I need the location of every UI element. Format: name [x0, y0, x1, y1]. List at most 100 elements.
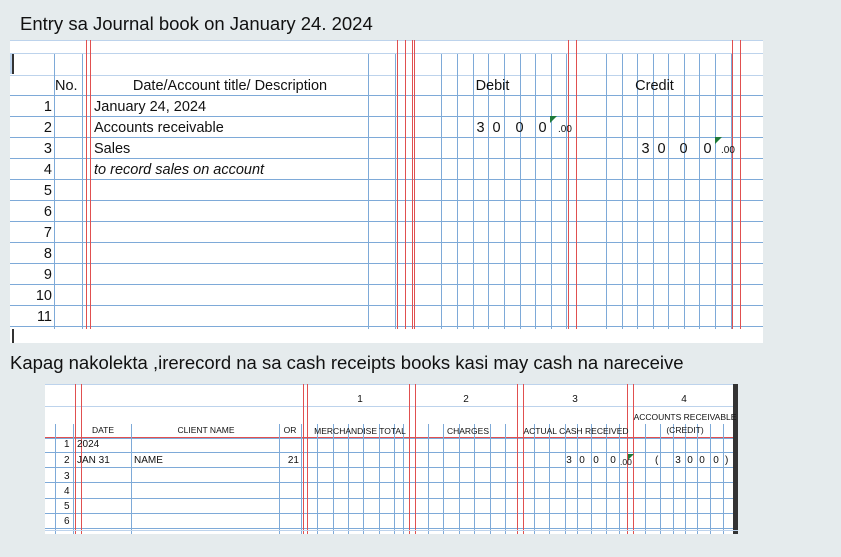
grid-line — [443, 424, 444, 534]
header-date: DATE — [91, 425, 115, 435]
grid-line — [731, 54, 732, 329]
grid-line — [45, 384, 738, 385]
grid-line — [12, 329, 14, 343]
journal-row-number: 9 — [43, 267, 52, 283]
credit-digit: 0 — [703, 141, 712, 157]
grid-line — [10, 242, 763, 243]
journal-header-credit: Credit — [635, 78, 674, 94]
debit-digit: 0 — [538, 120, 547, 136]
grid-line — [577, 424, 578, 534]
grid-line — [660, 424, 661, 534]
grid-line — [279, 424, 280, 534]
grid-line — [10, 305, 763, 306]
grid-line — [619, 424, 620, 534]
debit-digit: 0 — [515, 120, 524, 136]
grid-line — [45, 452, 738, 453]
row2-or: 21 — [287, 455, 299, 466]
grid-line — [10, 179, 763, 180]
grid-line — [576, 40, 577, 329]
row-number-5: 5 — [64, 501, 70, 512]
cell-error-marker-icon — [715, 137, 722, 144]
grid-line — [10, 284, 763, 285]
grid-line — [405, 40, 406, 329]
grid-line — [45, 497, 738, 499]
grid-line — [10, 158, 763, 159]
grid-line — [12, 54, 14, 74]
grid-line — [740, 40, 741, 329]
grid-line — [10, 221, 763, 222]
grid-line — [395, 54, 396, 329]
grid-line — [715, 54, 716, 329]
grid-line — [317, 424, 318, 534]
grid-line — [90, 40, 91, 329]
actual-cents: .00 — [620, 457, 632, 467]
grid-line — [363, 424, 364, 534]
header-ar-line2: (CREDIT) — [666, 425, 704, 435]
ar-digit: 0 — [699, 455, 705, 466]
grid-line — [637, 54, 638, 329]
receipts-sheet[interactable]: 1 2 3 4 DATE CLIENT NAME OR MERCHANDISE … — [45, 384, 738, 534]
journal-row-number: 5 — [43, 183, 52, 199]
grid-line — [551, 54, 552, 329]
journal-header-debit: Debit — [475, 78, 510, 94]
col-number-1: 1 — [357, 394, 363, 405]
grid-line — [55, 424, 56, 534]
grid-line — [75, 384, 76, 534]
header-or: OR — [283, 425, 297, 435]
grid-line — [301, 424, 302, 534]
grid-line — [490, 424, 491, 534]
grid-line — [45, 467, 738, 469]
journal-row-number: 10 — [35, 288, 52, 304]
grid-line — [505, 424, 506, 534]
header-actual-cash-received: ACTUAL CASH RECEIVED — [523, 426, 629, 436]
grid-line — [45, 438, 738, 439]
header-client-name: CLIENT NAME — [177, 425, 235, 435]
grid-line — [10, 200, 763, 201]
journal-sheet[interactable]: No. Date/Account title/ Description Debi… — [10, 40, 763, 343]
grid-line — [397, 40, 398, 329]
actual-digit: 0 — [579, 455, 585, 466]
grid-line — [131, 424, 132, 534]
grid-line — [697, 424, 698, 534]
grid-line — [733, 384, 738, 534]
grid-line — [409, 384, 410, 534]
grid-line — [627, 384, 628, 534]
grid-line — [517, 384, 518, 534]
journal-header-no: No. — [55, 78, 78, 94]
ar-close-paren: ) — [725, 455, 729, 466]
grid-line — [415, 384, 416, 534]
debit-cents: .00 — [558, 124, 572, 135]
journal-row-number: 11 — [36, 309, 52, 325]
row1-date: 2024 — [77, 439, 100, 450]
grid-line — [394, 424, 395, 534]
col-number-4: 4 — [681, 394, 687, 405]
row-number-1: 1 — [64, 439, 70, 450]
journal-row4-description: to record sales on account — [94, 162, 265, 178]
grid-line — [10, 53, 763, 54]
grid-line — [699, 54, 700, 329]
grid-line — [685, 424, 686, 534]
grid-line — [520, 54, 521, 329]
grid-line — [403, 424, 404, 534]
ar-digit: 3 — [675, 455, 681, 466]
ar-open-paren: ( — [655, 455, 659, 466]
grid-line — [591, 424, 592, 534]
grid-line — [412, 40, 413, 329]
grid-line — [710, 424, 711, 534]
grid-line — [473, 54, 474, 329]
col-number-2: 2 — [463, 394, 469, 405]
credit-digit: 3 — [641, 141, 650, 157]
journal-row1-description: January 24, 2024 — [94, 99, 207, 115]
grid-line — [86, 40, 87, 329]
grid-line — [10, 116, 763, 117]
row2-date: JAN 31 — [77, 455, 110, 466]
grid-line — [428, 424, 429, 534]
grid-line — [303, 384, 304, 534]
grid-line — [10, 137, 763, 138]
grid-line — [459, 424, 460, 534]
journal-caption: Entry sa Journal book on January 24. 202… — [20, 13, 373, 34]
journal-row-number: 3 — [43, 141, 52, 157]
grid-line — [45, 437, 738, 438]
grid-line — [474, 424, 475, 534]
grid-line — [732, 40, 733, 329]
